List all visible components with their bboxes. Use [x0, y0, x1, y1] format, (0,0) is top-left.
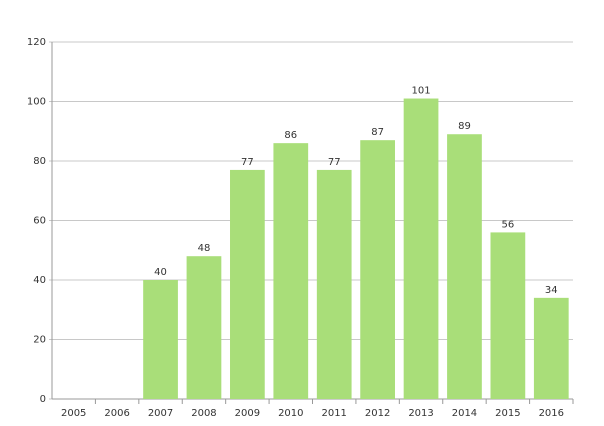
y-tick-label: 20 — [33, 335, 46, 346]
data-label: 77 — [241, 157, 254, 168]
y-tick-label: 80 — [33, 156, 46, 167]
y-tick-label: 40 — [33, 275, 46, 286]
bar — [447, 134, 482, 399]
y-tick-label: 60 — [33, 216, 46, 227]
x-tick-label: 2009 — [235, 408, 260, 419]
x-tick-label: 2012 — [365, 408, 390, 419]
x-tick-label: 2008 — [191, 408, 216, 419]
bar — [273, 143, 309, 399]
bar — [143, 280, 178, 399]
x-tick-label: 2007 — [148, 408, 173, 419]
bar — [533, 297, 569, 399]
data-label: 87 — [371, 127, 384, 138]
data-label: 34 — [545, 285, 558, 296]
x-tick-label: 2016 — [539, 408, 564, 419]
y-tick-label: 120 — [27, 37, 46, 48]
x-tick-label: 2010 — [278, 408, 303, 419]
y-tick-label: 0 — [40, 394, 46, 405]
bar — [403, 98, 439, 400]
bar — [490, 232, 526, 399]
x-tick-label: 2006 — [104, 408, 129, 419]
data-label: 89 — [458, 121, 471, 132]
data-label: 40 — [154, 267, 167, 278]
bar — [360, 140, 395, 400]
x-tick-label: 2014 — [452, 408, 477, 419]
data-label: 86 — [284, 130, 297, 141]
x-tick-label: 2011 — [321, 408, 346, 419]
bar — [186, 256, 222, 399]
x-tick-label: 2005 — [61, 408, 86, 419]
data-label: 48 — [198, 243, 211, 254]
x-tick-label: 2015 — [495, 408, 520, 419]
data-label: 77 — [328, 157, 341, 168]
y-tick-label: 100 — [27, 97, 46, 108]
data-label: 101 — [411, 86, 430, 97]
data-label: 56 — [502, 219, 515, 230]
bar — [230, 169, 265, 399]
bar — [316, 169, 352, 399]
x-tick-label: 2013 — [408, 408, 433, 419]
